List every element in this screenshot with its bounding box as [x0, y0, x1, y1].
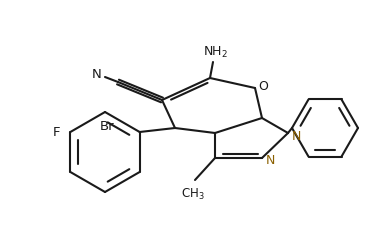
- Text: NH$_2$: NH$_2$: [203, 44, 227, 59]
- Text: N: N: [92, 68, 102, 81]
- Text: O: O: [258, 80, 268, 93]
- Text: CH$_3$: CH$_3$: [181, 186, 205, 202]
- Text: N: N: [291, 130, 301, 143]
- Text: N: N: [265, 155, 275, 168]
- Text: F: F: [53, 126, 60, 139]
- Text: Br: Br: [100, 119, 114, 132]
